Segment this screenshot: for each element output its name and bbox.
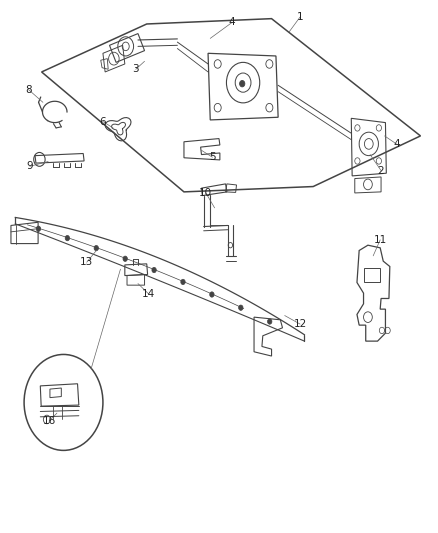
Circle shape [65, 236, 70, 241]
Text: 11: 11 [374, 235, 387, 245]
Text: 12: 12 [293, 319, 307, 329]
Circle shape [239, 305, 243, 310]
Text: 13: 13 [80, 257, 93, 267]
Text: 16: 16 [42, 416, 56, 426]
Text: 4: 4 [229, 18, 236, 27]
Circle shape [36, 226, 41, 231]
Circle shape [268, 319, 272, 324]
Text: 14: 14 [142, 289, 155, 299]
Circle shape [123, 256, 127, 261]
Circle shape [152, 268, 156, 273]
Circle shape [181, 279, 185, 285]
Text: 1: 1 [297, 12, 304, 22]
Text: 4: 4 [393, 139, 400, 149]
Circle shape [94, 246, 99, 251]
Text: 3: 3 [132, 64, 139, 74]
Circle shape [210, 292, 214, 297]
Text: 10: 10 [199, 188, 212, 198]
Text: 9: 9 [26, 161, 33, 171]
Text: 6: 6 [99, 117, 106, 126]
Text: 5: 5 [209, 152, 216, 162]
Text: 8: 8 [25, 85, 32, 94]
Circle shape [240, 80, 245, 87]
Text: 2: 2 [378, 166, 385, 175]
